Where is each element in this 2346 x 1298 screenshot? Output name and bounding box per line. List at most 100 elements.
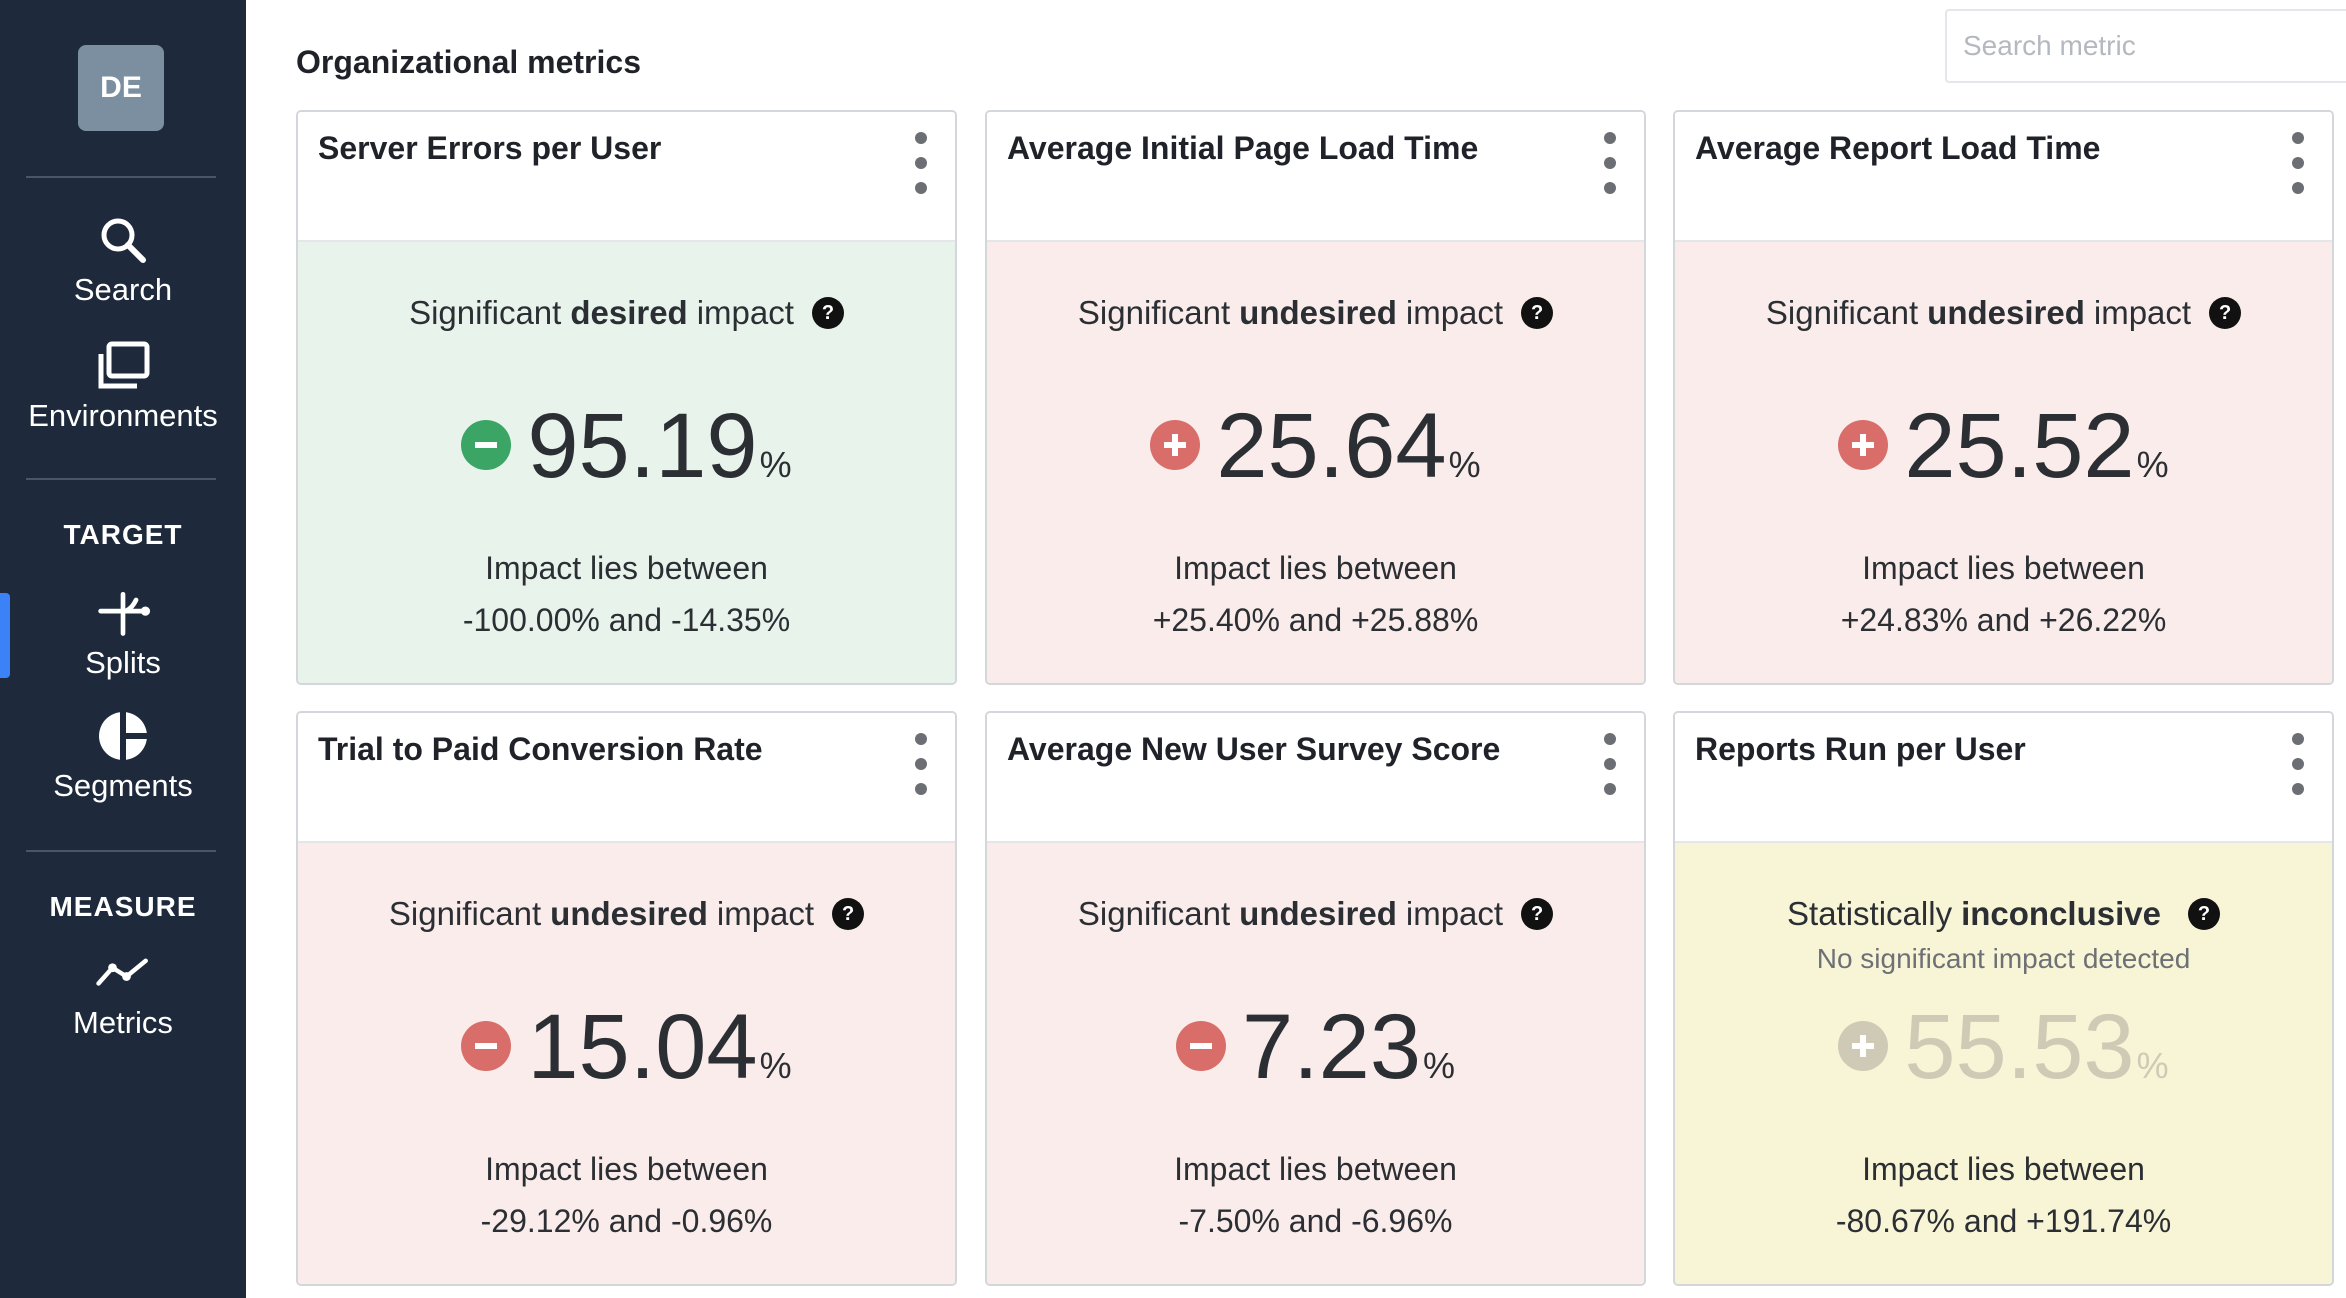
- impact-value: 25.64%: [987, 400, 1644, 492]
- impact-range: Impact lies between +24.83% and +26.22%: [1675, 542, 2332, 646]
- status-prefix: Significant: [1077, 294, 1231, 331]
- range-values: +25.40% and +25.88%: [1152, 602, 1479, 638]
- status-emphasis: inconclusive: [1961, 895, 2161, 932]
- impact-unit: %: [2136, 444, 2169, 485]
- sidebar-item-label: Environments: [28, 398, 218, 433]
- sidebar-item-environments[interactable]: Environments: [0, 338, 246, 434]
- more-options-icon[interactable]: [909, 733, 933, 795]
- sidebar-item-label: Splits: [85, 645, 161, 680]
- impact-status: Statistically inconclusive?: [1675, 895, 2332, 933]
- metric-card[interactable]: Trial to Paid Conversion Rate Significant…: [296, 711, 957, 1286]
- status-suffix: impact: [1405, 294, 1504, 331]
- help-icon[interactable]: ?: [832, 898, 865, 930]
- range-values: -100.00% and -14.35%: [462, 602, 791, 638]
- status-emphasis: undesired: [550, 895, 708, 932]
- status-prefix: Significant: [388, 895, 542, 932]
- impact-range: Impact lies between +25.40% and +25.88%: [987, 542, 1644, 646]
- search-icon: [95, 212, 151, 268]
- help-icon[interactable]: ?: [2187, 898, 2220, 930]
- help-icon[interactable]: ?: [811, 297, 844, 329]
- card-body: Significant undesired impact? 7.23% Impact l…: [987, 843, 1644, 1284]
- minus-circle-icon: [461, 1021, 512, 1071]
- metric-card[interactable]: Average New User Survey Score Significant…: [985, 711, 1646, 1286]
- sidebar-divider: [26, 478, 216, 480]
- sidebar-item-label: Search: [73, 272, 173, 307]
- minus-circle-icon: [461, 420, 512, 470]
- more-options-icon[interactable]: [1598, 733, 1622, 795]
- range-label: Impact lies between: [1862, 1151, 2145, 1187]
- more-options-icon[interactable]: [1598, 132, 1622, 194]
- card-title: Average Report Load Time: [1695, 130, 2101, 166]
- range-values: +24.83% and +26.22%: [1840, 602, 2167, 638]
- status-detail: No significant impact detected: [1816, 943, 2191, 974]
- impact-number: 15.04: [527, 996, 758, 1098]
- range-values: -80.67% and +191.74%: [1835, 1203, 2172, 1239]
- card-title: Server Errors per User: [318, 130, 662, 166]
- card-body: Significant desired impact? 95.19% Impact li…: [298, 242, 955, 683]
- more-options-icon[interactable]: [909, 132, 933, 194]
- card-body: Significant undesired impact? 15.04% Impact …: [298, 843, 955, 1284]
- impact-unit: %: [759, 444, 792, 485]
- impact-status: Significant undesired impact?: [987, 294, 1644, 332]
- impact-range: Impact lies between -100.00% and -14.35%: [298, 542, 955, 646]
- active-indicator: [0, 593, 10, 678]
- impact-number: 25.52: [1904, 395, 2135, 497]
- impact-range: Impact lies between -80.67% and +191.74%: [1675, 1143, 2332, 1247]
- search-input[interactable]: [1945, 9, 2346, 83]
- card-title: Trial to Paid Conversion Rate: [318, 731, 763, 767]
- help-icon[interactable]: ?: [1521, 898, 1554, 930]
- impact-status: Significant desired impact?: [298, 294, 955, 332]
- card-header: Server Errors per User: [298, 112, 955, 242]
- avatar[interactable]: DE: [78, 45, 164, 131]
- impact-number: 55.53: [1904, 996, 2135, 1098]
- range-values: -29.12% and -0.96%: [480, 1203, 773, 1239]
- status-emphasis: undesired: [1239, 294, 1397, 331]
- card-header: Average Report Load Time: [1675, 112, 2332, 242]
- page-title: Organizational metrics: [296, 44, 641, 80]
- plus-circle-icon: [1838, 1021, 1889, 1071]
- status-emphasis: undesired: [1239, 895, 1397, 932]
- impact-number: 25.64: [1216, 395, 1447, 497]
- impact-range: Impact lies between -7.50% and -6.96%: [987, 1143, 1644, 1247]
- card-header: Average New User Survey Score: [987, 713, 1644, 843]
- help-icon[interactable]: ?: [1521, 297, 1554, 329]
- range-label: Impact lies between: [485, 550, 768, 586]
- impact-number: 7.23: [1241, 996, 1422, 1098]
- status-suffix: impact: [696, 294, 794, 331]
- sidebar-item-segments[interactable]: Segments: [0, 708, 246, 804]
- range-label: Impact lies between: [1174, 1151, 1457, 1187]
- metric-card[interactable]: Average Initial Page Load Time Significan…: [985, 110, 1646, 685]
- more-options-icon[interactable]: [2286, 733, 2310, 795]
- status-suffix: impact: [2093, 294, 2192, 331]
- impact-unit: %: [759, 1045, 792, 1086]
- more-options-icon[interactable]: [2286, 132, 2310, 194]
- environments-icon: [95, 338, 151, 394]
- card-title: Reports Run per User: [1695, 731, 2026, 767]
- card-header: Average Initial Page Load Time: [987, 112, 1644, 242]
- status-prefix: Significant: [1077, 895, 1231, 932]
- status-prefix: Significant: [409, 294, 562, 331]
- card-header: Trial to Paid Conversion Rate: [298, 713, 955, 843]
- metric-card[interactable]: Server Errors per User Significant desired…: [296, 110, 957, 685]
- sidebar-item-metrics[interactable]: Metrics: [0, 945, 246, 1041]
- sidebar-item-search[interactable]: Search: [0, 212, 246, 308]
- card-header: Reports Run per User: [1675, 713, 2332, 843]
- metric-card[interactable]: Reports Run per User Statistically inconcl…: [1673, 711, 2334, 1286]
- impact-unit: %: [1423, 1045, 1456, 1086]
- plus-circle-icon: [1838, 420, 1889, 470]
- card-body: Significant undesired impact? 25.64% Impact …: [987, 242, 1644, 683]
- metrics-icon: [95, 945, 151, 1001]
- range-label: Impact lies between: [1174, 550, 1457, 586]
- sidebar-item-splits[interactable]: Splits: [0, 585, 246, 681]
- impact-value: 15.04%: [298, 1001, 955, 1093]
- status-emphasis: undesired: [1927, 294, 2085, 331]
- minus-circle-icon: [1175, 1021, 1226, 1071]
- help-icon[interactable]: ?: [2209, 297, 2242, 329]
- section-label-target: TARGET: [63, 519, 183, 550]
- impact-value: 55.53%: [1675, 1001, 2332, 1093]
- impact-status: Significant undesired impact?: [298, 895, 955, 933]
- card-body: Significant undesired impact? 25.52% Impact …: [1675, 242, 2332, 683]
- metric-card[interactable]: Average Report Load Time Significant undes…: [1673, 110, 2334, 685]
- impact-range: Impact lies between -29.12% and -0.96%: [298, 1143, 955, 1247]
- range-label: Impact lies between: [485, 1151, 768, 1187]
